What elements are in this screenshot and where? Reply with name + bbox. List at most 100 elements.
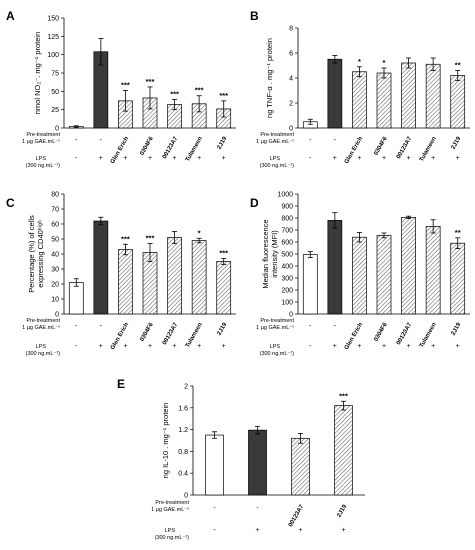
pretreatment-row-line-e: 1 µg GAE.mL⁻¹ <box>151 507 189 513</box>
bar-b <box>352 71 367 129</box>
significance-label-a: *** <box>121 81 130 90</box>
panel-letter-d: D <box>250 196 259 210</box>
lps-row-label-b: LPS (300 ng.mL⁻¹) <box>260 156 295 169</box>
significance-label-d: ** <box>455 228 461 237</box>
significance-label-a: *** <box>170 89 179 98</box>
lps-value-d: - <box>309 343 312 350</box>
y-tick-label-d: 0 <box>289 312 293 319</box>
pretreatment-row-line-b: Pre-treatment <box>260 132 294 138</box>
significance-label-c: *** <box>219 249 228 258</box>
lps-value-c: + <box>123 343 127 350</box>
significance-label-a: *** <box>219 91 228 100</box>
y-tick-label-c: 10 <box>51 297 59 304</box>
y-tick-label-b: 8 <box>289 26 293 33</box>
y-axis-label-line-c: expressing CD40ʰⁱᵍʰ <box>36 220 45 288</box>
pretreatment-value-d: - <box>309 323 312 330</box>
panel-letter-b: B <box>250 9 259 23</box>
lps-row-line-d: LPS <box>270 344 281 350</box>
lps-row-label-e: LPS (300 ng.mL⁻¹) <box>155 528 190 541</box>
y-tick-label-e: 0.8 <box>178 449 188 456</box>
pretreatment-row-label-e: Pre-treatment 1 µg GAE.mL⁻¹ <box>151 500 189 513</box>
lps-value-d: + <box>431 343 435 350</box>
lps-row-line-b: LPS <box>270 156 281 162</box>
lps-row-line-e: LPS <box>165 528 176 534</box>
pretreatment-row-line-b: 1 µg GAE.mL⁻¹ <box>256 139 294 145</box>
bar-d <box>352 236 367 315</box>
pretreatment-value-e: - <box>256 505 259 512</box>
y-tick-label-e: 1.6 <box>178 405 188 412</box>
y-tick-label-c: 30 <box>51 267 59 274</box>
significance-label-c: *** <box>146 234 155 243</box>
y-tick-label-a: 0 <box>55 126 59 133</box>
pretreatment-row-line-d: 1 µg GAE.mL⁻¹ <box>256 325 294 331</box>
y-tick-label-d: 700 <box>281 228 293 235</box>
pretreatment-row-label-b: Pre-treatment 1 µg GAE.mL⁻¹ <box>256 132 294 145</box>
pretreatment-value-e: 00123A7 <box>288 503 306 528</box>
pretreatment-value-b: 2J19 <box>451 135 463 150</box>
y-tick-label-c: 60 <box>51 222 59 229</box>
lps-value-d: + <box>456 343 460 350</box>
lps-row-line-a: (300 ng.mL⁻¹) <box>26 163 61 169</box>
lps-value-c: + <box>222 343 226 350</box>
bar-e <box>334 405 353 496</box>
y-tick-label-b: 0 <box>289 126 293 133</box>
lps-row-line-e: (300 ng.mL⁻¹) <box>155 535 190 541</box>
pretreatment-value-a: - <box>100 137 103 144</box>
y-tick-label-c: 80 <box>51 192 59 199</box>
y-tick-label-a: 125 <box>47 34 59 41</box>
pretreatment-value-b: 0304F6 <box>373 135 389 156</box>
lps-value-c: - <box>75 343 78 350</box>
significance-label-b: * <box>383 58 386 67</box>
y-axis-label-b: ng TNF-α . mg⁻¹ protein <box>265 38 274 118</box>
pretreatment-row-label-a: Pre-treatment 1 µg GAE.mL⁻¹ <box>22 132 60 145</box>
bar-c <box>191 240 207 315</box>
panel-a: A 0 25 50 75 100 125 150 nmol NO₂⁻. mg⁻¹ protein… <box>6 9 236 169</box>
bar-d <box>401 217 416 315</box>
pretreatment-value-a: 2J19 <box>217 135 229 150</box>
y-tick-label-e: 0.4 <box>178 471 188 478</box>
pretreatment-row-line-d: Pre-treatment <box>260 318 294 324</box>
lps-value-e: - <box>213 527 216 534</box>
lps-value-e: + <box>255 527 259 534</box>
y-tick-label-a: 25 <box>51 107 59 114</box>
y-tick-label-d: 100 <box>281 300 293 307</box>
lps-value-c: + <box>197 343 201 350</box>
y-tick-label-b: 2 <box>289 101 293 108</box>
bar-c <box>93 220 109 315</box>
bar-d <box>327 220 343 315</box>
y-tick-label-c: 20 <box>51 282 59 289</box>
lps-value-e: + <box>341 527 345 534</box>
pretreatment-row-line-e: Pre-treatment <box>155 500 189 506</box>
lps-value-a: + <box>148 155 152 162</box>
y-tick-label-c: 50 <box>51 237 59 244</box>
bar-b <box>450 75 466 129</box>
y-tick-label-e: 1.2 <box>178 427 188 434</box>
pretreatment-row-line-c: 1 µg GAE.mL⁻¹ <box>22 325 60 331</box>
lps-value-c: + <box>173 343 177 350</box>
y-tick-label-d: 1000 <box>277 192 293 199</box>
significance-label-a: *** <box>146 77 155 86</box>
lps-value-b: + <box>407 155 411 162</box>
bar-b <box>327 58 343 129</box>
bar-c <box>167 237 182 315</box>
y-axis-label-line-d: Median fluorescence <box>261 219 270 288</box>
lps-value-c: + <box>148 343 152 350</box>
pretreatment-value-d: 2J19 <box>451 321 463 336</box>
pretreatment-value-a: 00123A7 <box>162 135 180 160</box>
y-axis-label-line-d: intensity (MFI) <box>270 230 279 278</box>
panel-letter-a: A <box>6 9 15 23</box>
y-tick-label-d: 800 <box>281 216 293 223</box>
y-tick-label-c: 70 <box>51 207 59 214</box>
y-tick-label-c: 0 <box>55 312 59 319</box>
bar-b <box>425 63 441 129</box>
y-tick-label-c: 40 <box>51 252 59 259</box>
y-tick-label-d: 500 <box>281 252 293 259</box>
pretreatment-row-line-c: Pre-treatment <box>26 318 60 324</box>
bar-c <box>118 249 133 315</box>
pretreatment-value-b: - <box>309 137 312 144</box>
pretreatment-value-d: 0304F6 <box>373 321 389 342</box>
lps-row-label-d: LPS (300 ng.mL⁻¹) <box>260 344 295 357</box>
lps-value-e: + <box>298 527 302 534</box>
lps-value-b: - <box>309 155 312 162</box>
